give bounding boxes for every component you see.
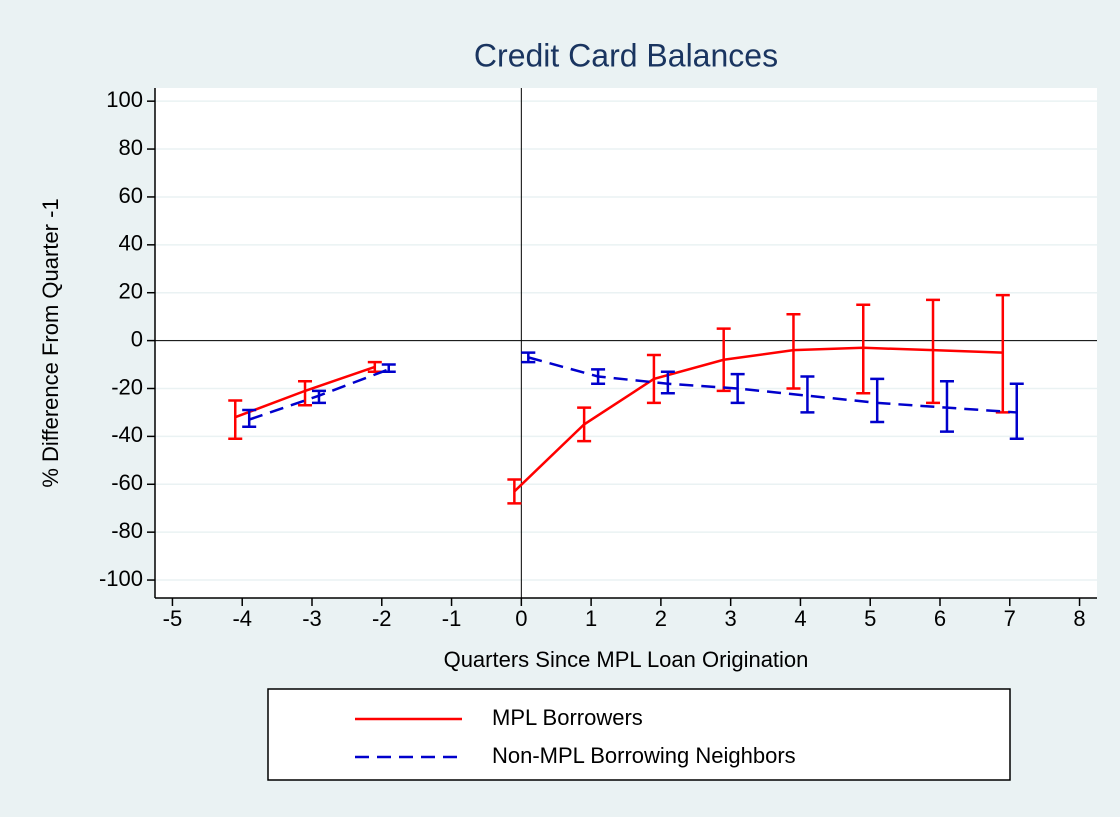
series-line: [527, 356, 1017, 414]
error-bar: [591, 368, 606, 385]
error-bar: [381, 363, 396, 373]
error-bar: [730, 372, 745, 405]
error-bar: [800, 375, 815, 414]
error-bar: [507, 478, 522, 505]
y-tick-label: -100: [99, 566, 143, 591]
x-tick-label: -4: [232, 606, 252, 631]
error-bar: [786, 313, 801, 390]
legend-label: Non-MPL Borrowing Neighbors: [492, 743, 796, 768]
x-tick-label: 6: [934, 606, 946, 631]
x-tick-label: 2: [655, 606, 667, 631]
error-bar: [646, 353, 661, 405]
error-bar: [939, 380, 954, 433]
error-bar: [856, 303, 871, 395]
x-tick-label: 0: [515, 606, 527, 631]
x-tick-label: -2: [372, 606, 392, 631]
y-tick-label: 60: [119, 183, 143, 208]
error-bar: [521, 351, 536, 364]
legend: [267, 688, 1011, 781]
chart-title: Credit Card Balances: [474, 37, 778, 73]
y-axis-label: % Difference From Quarter -1: [38, 198, 63, 487]
error-bar: [995, 293, 1010, 414]
x-tick-label: 1: [585, 606, 597, 631]
y-tick-label: -80: [111, 518, 143, 543]
y-tick-label: 40: [119, 231, 143, 256]
y-tick-label: 100: [106, 87, 143, 112]
error-bar: [228, 399, 243, 441]
error-bar: [926, 298, 941, 405]
y-tick-label: -40: [111, 422, 143, 447]
y-tick-label: -20: [111, 374, 143, 399]
error-bar: [660, 370, 675, 395]
x-axis-label: Quarters Since MPL Loan Origination: [444, 647, 809, 672]
series-line: [513, 346, 1003, 493]
error-bar: [1009, 382, 1024, 441]
y-tick-label: 20: [119, 279, 143, 304]
error-bar: [242, 408, 257, 429]
error-bar: [716, 327, 731, 393]
error-bar: [298, 380, 313, 407]
error-bar: [577, 406, 592, 443]
x-tick-label: 7: [1004, 606, 1016, 631]
x-tick-label: 5: [864, 606, 876, 631]
x-tick-label: 3: [725, 606, 737, 631]
plot-area: [155, 88, 1097, 598]
error-bar: [311, 389, 326, 405]
x-tick-label: -1: [442, 606, 462, 631]
x-tick-label: -3: [302, 606, 322, 631]
error-bar: [870, 377, 885, 424]
y-tick-label: 0: [131, 326, 143, 351]
x-tick-label: 4: [794, 606, 806, 631]
x-tick-label: 8: [1073, 606, 1085, 631]
y-tick-label: 80: [119, 135, 143, 160]
x-tick-label: -5: [163, 606, 183, 631]
y-tick-label: -60: [111, 470, 143, 495]
legend-label: MPL Borrowers: [492, 705, 643, 730]
